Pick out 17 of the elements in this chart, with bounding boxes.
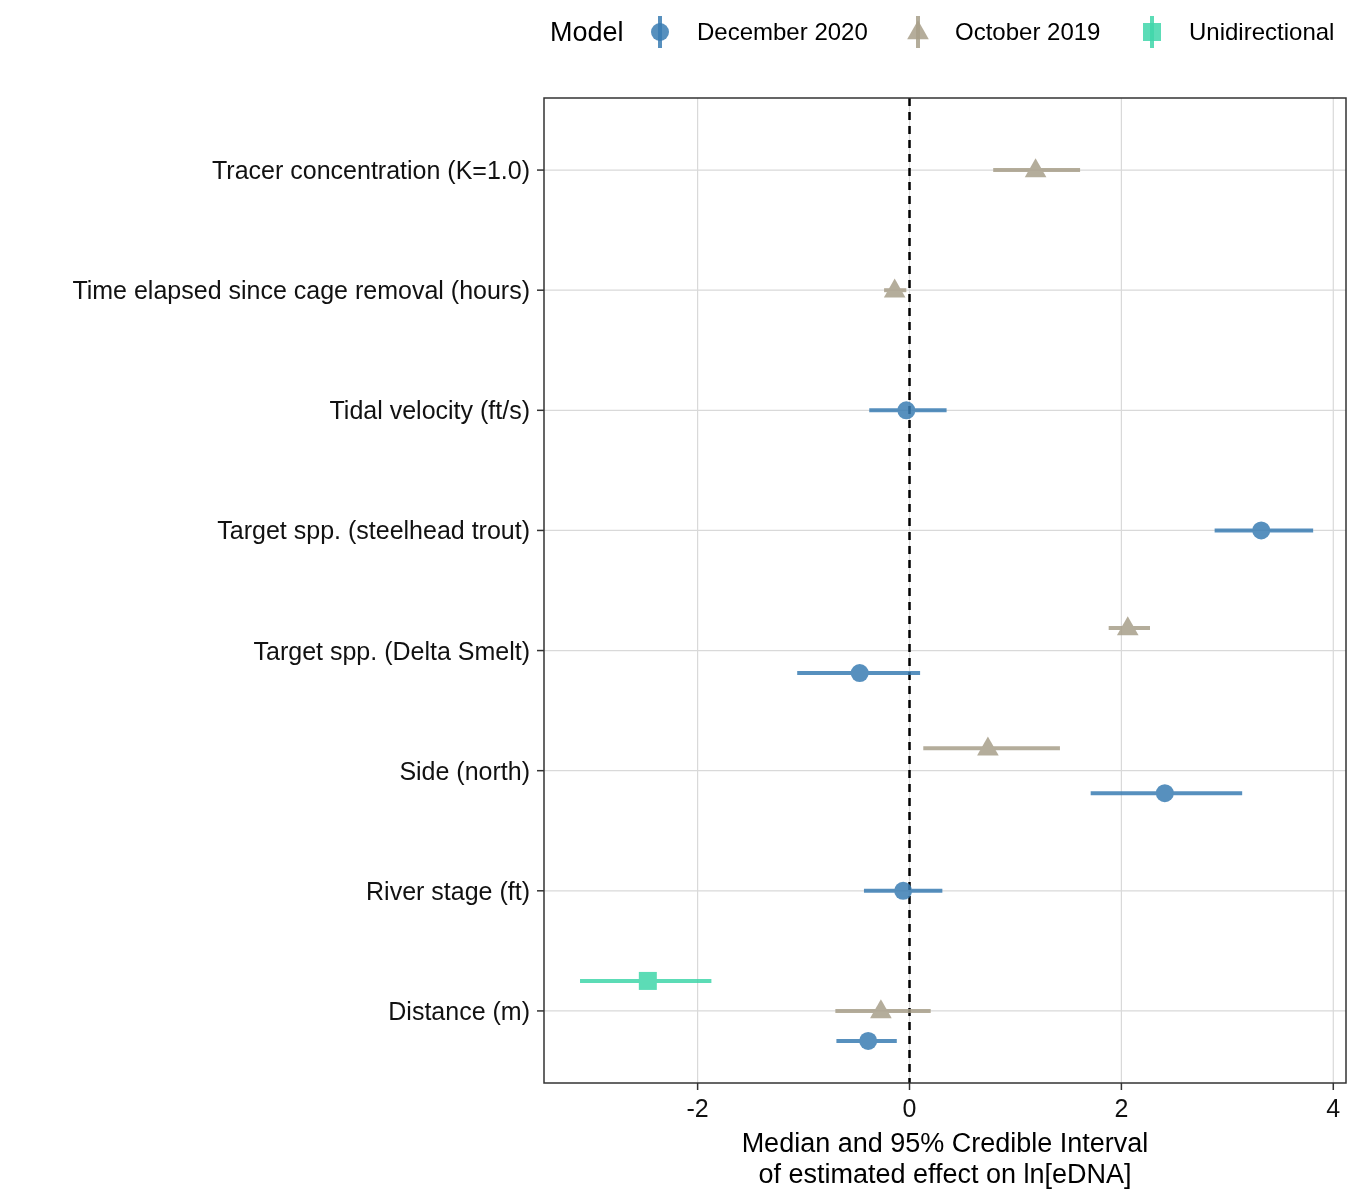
y-tick-label: Target spp. (steelhead trout) xyxy=(217,516,530,545)
y-tick-label: Side (north) xyxy=(399,756,530,785)
y-tick-label: Tracer concentration (K=1.0) xyxy=(212,156,530,185)
y-tick-label: Time elapsed since cage removal (hours) xyxy=(72,276,530,305)
x-tick-label: -2 xyxy=(686,1094,709,1122)
x-axis-title: Median and 95% Credible Interval of estimated effect on ln[eDNA] xyxy=(741,1128,1149,1189)
y-tick-label: Distance (m) xyxy=(388,996,530,1025)
x-tick-label: 2 xyxy=(1114,1094,1129,1122)
legend-label: December 2020 xyxy=(697,18,868,45)
x-tick-label: 4 xyxy=(1326,1094,1341,1122)
y-tick-label: Target spp. (Delta Smelt) xyxy=(253,636,530,665)
y-tick-label: River stage (ft) xyxy=(366,876,530,905)
legend-title: Model xyxy=(550,17,624,47)
x-tick-label: 0 xyxy=(902,1094,917,1122)
legend-label: October 2019 xyxy=(955,18,1101,45)
y-tick-label: Tidal velocity (ft/s) xyxy=(329,396,530,425)
legend-label: Unidirectional xyxy=(1189,18,1335,45)
